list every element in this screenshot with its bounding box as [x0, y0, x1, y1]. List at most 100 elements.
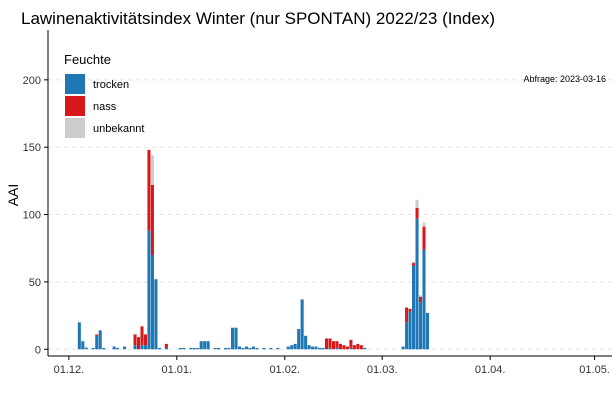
bar-segment-unbekannt — [418, 295, 423, 297]
x-tick-label: 01.01. — [162, 364, 193, 376]
bar-segment-trocken — [328, 347, 332, 350]
bar-segment-nass — [356, 343, 360, 350]
bars — [77, 149, 430, 350]
bar-segment-trocken — [230, 327, 235, 350]
bar-segment-trocken — [293, 343, 297, 350]
legend-title: Feuchte — [64, 52, 111, 67]
x-tick-label: 01.05. — [579, 364, 610, 376]
bar-segment-trocken — [262, 347, 266, 350]
bar-segment-nass — [415, 207, 419, 219]
bar-segment-unbekannt — [84, 346, 88, 348]
bar-segment-nass — [352, 345, 356, 350]
bar-segment-trocken — [297, 329, 301, 350]
bar-segment-trocken — [143, 345, 148, 350]
bar-segment-trocken — [112, 346, 116, 350]
legend-swatch-unbekannt — [65, 118, 85, 138]
bar-segment-trocken — [116, 347, 120, 350]
bar-segment-nass — [143, 334, 148, 346]
bar-segment-trocken — [227, 347, 231, 350]
bar-segment-trocken — [123, 346, 127, 350]
y-axis-label: AAI — [5, 184, 21, 207]
bar-segment-nass — [133, 334, 137, 346]
bar-segment-trocken — [300, 299, 304, 350]
y-tick-label: 100 — [23, 210, 41, 222]
bar-segment-trocken — [203, 341, 207, 350]
bar-segment-trocken — [311, 346, 315, 350]
legend-swatch-trocken — [65, 74, 85, 94]
legend: Feuchte trocken nass unbekannt — [64, 52, 144, 138]
bar-segment-trocken — [415, 218, 419, 350]
bar-segment-trocken — [154, 279, 158, 350]
bar-segment-trocken — [84, 347, 88, 350]
bar-segment-nass — [140, 326, 144, 346]
y-tick-label: 150 — [23, 142, 41, 154]
bar-segment-trocken — [81, 341, 85, 350]
bar-segment-trocken — [182, 347, 186, 350]
bar-segment-trocken — [251, 346, 255, 350]
y-tick-label: 200 — [23, 75, 41, 87]
bar-segment-trocken — [412, 265, 416, 350]
bar-segment-trocken — [335, 347, 339, 350]
y-tick-label: 50 — [29, 277, 41, 289]
x-tick-label: 01.04. — [475, 364, 506, 376]
bar-segment-trocken — [314, 346, 318, 350]
bar-segment-nass — [345, 346, 349, 350]
bar-segment-nass — [408, 308, 412, 312]
bar-segment-trocken — [234, 327, 238, 350]
bar-segment-trocken — [91, 347, 95, 350]
x-ticks: 01.12. 01.01. 01.02. 01.03. 01.04. 01.05. — [54, 356, 610, 376]
bar-segment-unbekannt — [415, 199, 419, 208]
bar-segment-trocken — [199, 341, 203, 350]
bar-segment-trocken — [349, 347, 353, 350]
bar-segment-trocken — [178, 347, 182, 350]
bar-segment-trocken — [150, 254, 154, 350]
bar-segment-trocken — [241, 347, 245, 350]
bar-segment-trocken — [255, 347, 259, 350]
query-date-annotation: Abfrage: 2023-03-16 — [523, 74, 606, 84]
bar-segment-trocken — [196, 347, 200, 350]
bar-segment-trocken — [418, 302, 423, 350]
bar-segment-trocken — [405, 322, 409, 350]
bar-segment-nass — [359, 345, 363, 350]
bar-segment-unbekannt — [150, 155, 154, 185]
bar-segment-unbekannt — [422, 222, 426, 227]
legend-swatch-nass — [65, 96, 85, 116]
bar-segment-trocken — [213, 347, 217, 350]
bar-segment-trocken — [290, 345, 294, 350]
bar-segment-trocken — [237, 346, 242, 350]
bar-segment-trocken — [363, 347, 367, 350]
bar-segment-trocken — [140, 345, 144, 350]
bar-segment-trocken — [102, 347, 106, 350]
bar-segment-trocken — [98, 330, 102, 350]
bar-segment-trocken — [286, 346, 290, 350]
bar-segment-trocken — [307, 345, 311, 350]
bar-segment-trocken — [133, 345, 137, 350]
bar-segment-trocken — [276, 347, 280, 350]
y-ticks: 0 50 100 150 200 — [23, 75, 48, 356]
bar-segment-trocken — [206, 341, 210, 350]
bar-segment-nass — [136, 337, 141, 350]
bar-segment-nass — [150, 184, 154, 255]
bar-segment-trocken — [192, 347, 196, 350]
bar-segment-trocken — [304, 335, 308, 350]
bar-segment-trocken — [77, 322, 81, 350]
bar-segment-trocken — [318, 347, 322, 350]
bar-segment-nass — [412, 263, 416, 266]
legend-label-unbekannt: unbekannt — [93, 123, 144, 135]
bar-segment-trocken — [95, 335, 99, 350]
bar-segment-trocken — [248, 347, 252, 350]
bar-segment-trocken — [422, 249, 426, 350]
bar-segment-trocken — [217, 347, 221, 350]
bar-segment-trocken — [244, 346, 248, 350]
bar-segment-nass — [342, 345, 346, 350]
legend-label-trocken: trocken — [93, 79, 129, 91]
bar-segment-trocken — [147, 230, 151, 350]
bar-segment-trocken — [425, 312, 430, 350]
x-tick-label: 01.02. — [269, 364, 300, 376]
x-tick-label: 01.12. — [54, 364, 85, 376]
bar-segment-nass — [95, 334, 99, 336]
x-tick-label: 01.03. — [367, 364, 398, 376]
bar-segment-trocken — [189, 347, 193, 350]
bar-segment-trocken — [408, 311, 412, 350]
